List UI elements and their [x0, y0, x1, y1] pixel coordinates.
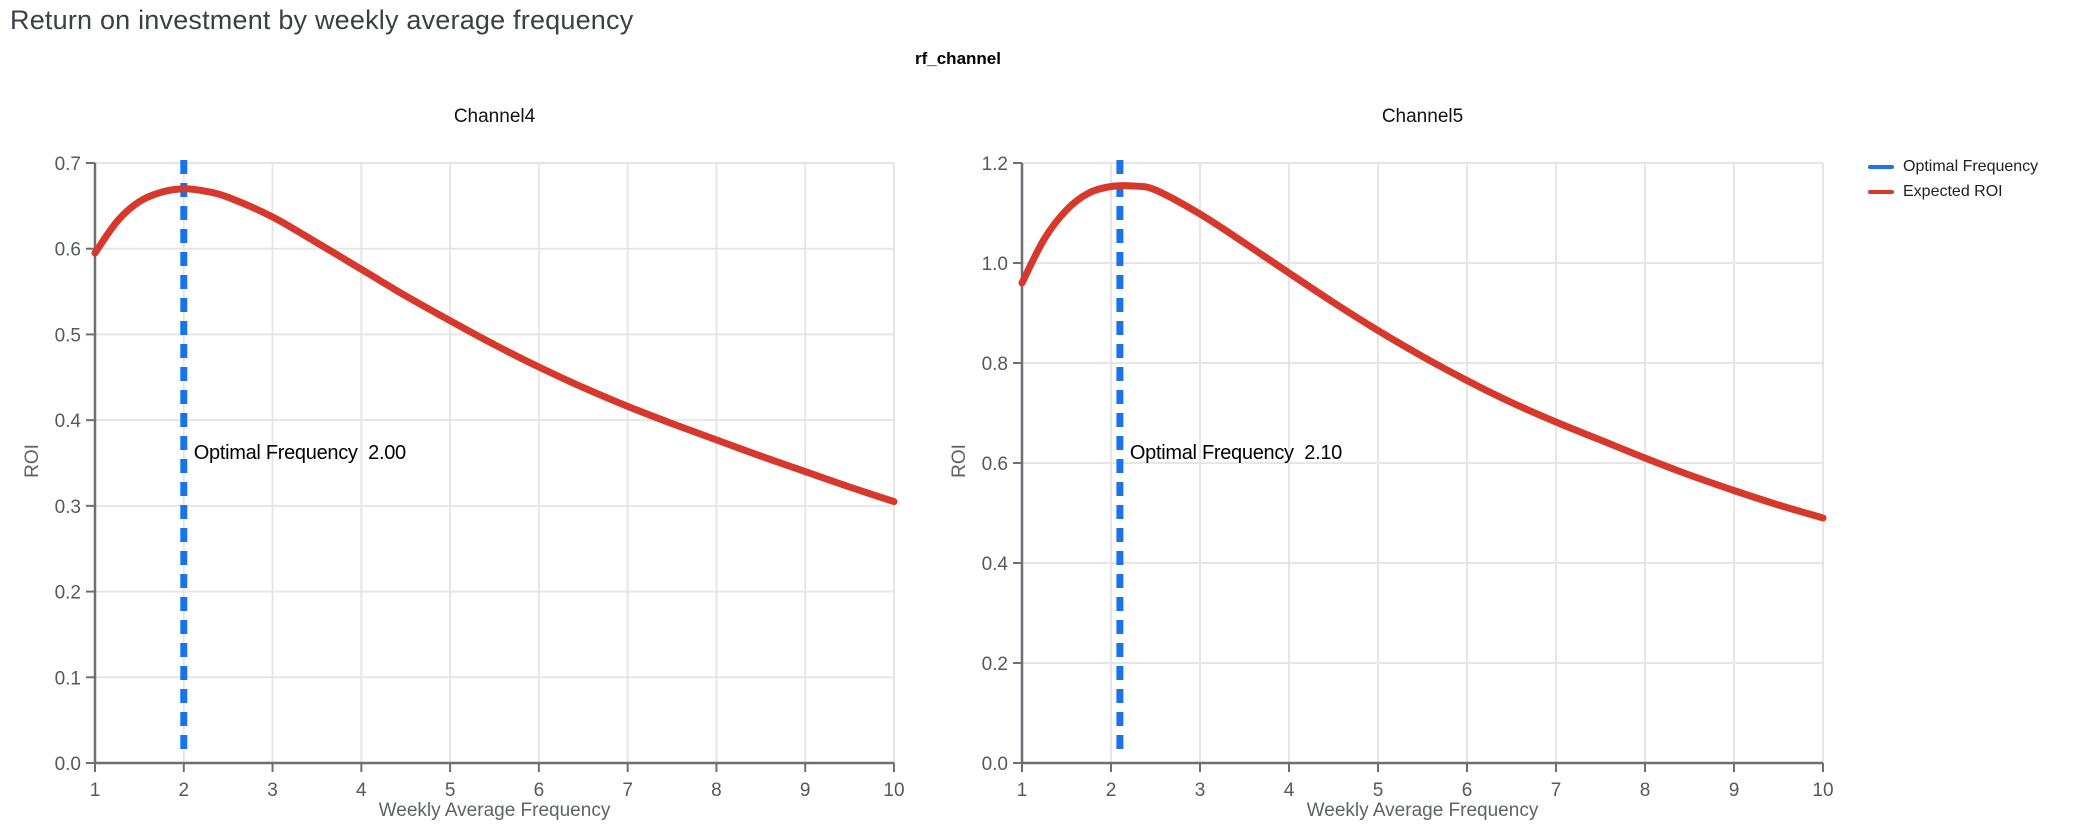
y-tick-label: 0.8: [982, 354, 1008, 375]
y-tick-label: 0.0: [55, 754, 81, 775]
x-tick-label: 4: [1284, 780, 1295, 801]
legend-label: Optimal Frequency: [1903, 158, 2039, 175]
x-tick-label: 3: [1195, 780, 1206, 801]
subplot-title-channel5: Channel5: [1381, 106, 1464, 127]
y-tick-label: 0.1: [55, 668, 81, 689]
y-tick-label: 0.6: [55, 240, 81, 261]
x-tick-label: 10: [1812, 780, 1833, 801]
x-tick-label: 6: [534, 780, 545, 801]
x-tick-label: 7: [622, 780, 633, 801]
expected-roi-swatch: [1868, 190, 1894, 194]
y-tick-label: 1.2: [982, 154, 1008, 175]
x-tick-label: 10: [883, 780, 904, 801]
x-tick-label: 1: [1017, 780, 1028, 801]
x-tick-label: 5: [1373, 780, 1384, 801]
legend: Optimal Frequency Expected ROI: [1868, 158, 2038, 201]
y-tick-label: 0.5: [55, 325, 81, 346]
x-tick-label: 3: [267, 780, 278, 801]
y-tick-label: 0.4: [55, 411, 82, 432]
x-tick-label: 8: [1640, 780, 1651, 801]
subplot-title-channel4: Channel4: [453, 106, 536, 127]
x-tick-label: 4: [356, 780, 367, 801]
x-tick-label: 5: [445, 780, 456, 801]
facet-variable-label: rf_channel: [915, 49, 1001, 68]
y-tick-label: 0.0: [982, 754, 1008, 775]
optimal-frequency-annotation: Optimal Frequency 2.00: [194, 442, 406, 464]
y-axis-title-channel4: ROI: [22, 444, 43, 478]
y-tick-label: 0.2: [982, 654, 1008, 675]
x-tick-label: 7: [1551, 780, 1562, 801]
y-tick-label: 0.3: [55, 497, 81, 518]
x-tick-label: 2: [178, 780, 189, 801]
panel-channel4: 1 2 3 4 5 6 7 8 9 10 0.0 0.1 0.2 0.3 0.4 0.5 0.6 0.7 Optim…: [55, 154, 905, 801]
y-axis-title-channel5: ROI: [949, 444, 970, 478]
expected-roi-curve[interactable]: [1018, 182, 1827, 522]
x-tick-label: 2: [1106, 780, 1117, 801]
y-tick-label: 1.0: [982, 254, 1008, 275]
x-axis-title-channel5: Weekly Average Frequency: [1306, 800, 1539, 821]
optimal-frequency-annotation: Optimal Frequency 2.10: [1130, 442, 1342, 464]
y-tick-label: 0.6: [982, 454, 1008, 475]
expected-roi-curve[interactable]: [91, 185, 898, 506]
x-tick-label: 1: [90, 780, 101, 801]
legend-label: Expected ROI: [1903, 183, 2003, 200]
panel-channel5: 1 2 3 4 5 6 7 8 9 10 0.0 0.2 0.4 0.6 0.8 1.0 1.2 Optimal …: [982, 154, 1834, 801]
y-tick-label: 0.7: [55, 154, 81, 175]
page-title: Return on investment by weekly average f…: [10, 5, 634, 35]
x-axis-title-channel4: Weekly Average Frequency: [378, 800, 611, 821]
legend-item-expected-roi[interactable]: Expected ROI: [1868, 183, 2038, 201]
x-tick-label: 9: [800, 780, 811, 801]
y-tick-label: 0.2: [55, 583, 81, 604]
optimal-frequency-swatch: [1868, 165, 1894, 169]
x-tick-label: 9: [1729, 780, 1740, 801]
x-tick-label: 8: [711, 780, 722, 801]
x-tick-label: 6: [1462, 780, 1473, 801]
y-tick-label: 0.4: [982, 554, 1009, 575]
legend-item-optimal-frequency[interactable]: Optimal Frequency: [1868, 158, 2038, 176]
